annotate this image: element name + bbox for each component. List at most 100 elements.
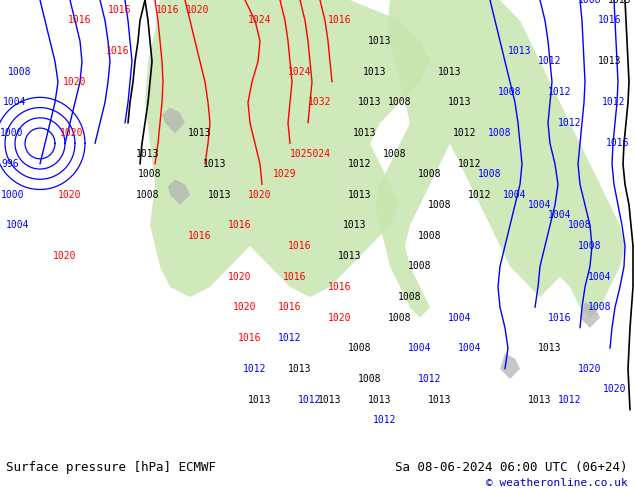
Text: 1013: 1013 <box>608 0 631 5</box>
Polygon shape <box>162 108 185 133</box>
Text: 1004: 1004 <box>448 313 472 322</box>
Text: 1013: 1013 <box>249 394 272 405</box>
Text: 1008: 1008 <box>138 169 162 179</box>
Text: 1016: 1016 <box>108 5 132 15</box>
Polygon shape <box>145 0 430 297</box>
Polygon shape <box>500 353 520 379</box>
Text: 1008: 1008 <box>398 292 422 302</box>
Text: 1024: 1024 <box>249 16 272 25</box>
Text: 1013: 1013 <box>428 394 452 405</box>
Text: 1004: 1004 <box>458 343 482 353</box>
Text: 1012: 1012 <box>538 56 562 67</box>
Text: 1008: 1008 <box>418 169 442 179</box>
Text: 1020: 1020 <box>603 384 627 394</box>
Text: 1012: 1012 <box>458 159 482 169</box>
Text: 1008: 1008 <box>478 169 501 179</box>
Text: 1013: 1013 <box>318 394 342 405</box>
Text: 1004: 1004 <box>6 220 30 230</box>
Text: 1016: 1016 <box>283 271 307 282</box>
Text: 1016: 1016 <box>238 333 262 343</box>
Text: 1032: 1032 <box>308 98 332 107</box>
Text: 1020: 1020 <box>60 128 84 138</box>
Text: 1020: 1020 <box>186 5 210 15</box>
Text: 1013: 1013 <box>508 46 532 56</box>
Text: 1013: 1013 <box>363 67 387 77</box>
Text: 1013: 1013 <box>598 56 622 67</box>
Text: 1012: 1012 <box>469 190 492 199</box>
Text: 1013: 1013 <box>438 67 462 77</box>
Text: 1013: 1013 <box>448 98 472 107</box>
Text: 996: 996 <box>1 159 19 169</box>
Text: 1008: 1008 <box>136 190 160 199</box>
Text: 1012: 1012 <box>373 415 397 425</box>
Text: 1013: 1013 <box>358 98 382 107</box>
Text: 1020: 1020 <box>53 251 77 261</box>
Text: 1020: 1020 <box>249 190 272 199</box>
Text: 1013: 1013 <box>353 128 377 138</box>
Text: 1012: 1012 <box>243 364 267 374</box>
Text: 1020: 1020 <box>228 271 252 282</box>
Text: 1012: 1012 <box>418 374 442 384</box>
Text: 1008: 1008 <box>388 98 411 107</box>
Text: 1020: 1020 <box>578 364 602 374</box>
Text: 1008: 1008 <box>358 374 382 384</box>
Text: 1008: 1008 <box>568 220 592 230</box>
Polygon shape <box>375 0 625 318</box>
Text: 1013: 1013 <box>348 190 372 199</box>
Text: 1013: 1013 <box>339 251 362 261</box>
Text: 1013: 1013 <box>538 343 562 353</box>
Text: 1013: 1013 <box>368 36 392 46</box>
Text: 1013: 1013 <box>528 394 552 405</box>
Text: 1008: 1008 <box>388 313 411 322</box>
Polygon shape <box>580 302 600 328</box>
Text: 1012: 1012 <box>559 394 582 405</box>
Text: 1013: 1013 <box>136 148 160 159</box>
Text: 1012: 1012 <box>298 394 321 405</box>
Text: 1020: 1020 <box>63 77 87 87</box>
Text: 1004: 1004 <box>548 210 572 220</box>
Text: 1016: 1016 <box>548 313 572 322</box>
Text: 1013: 1013 <box>204 159 227 169</box>
Text: 1016: 1016 <box>288 241 312 251</box>
Text: 1016: 1016 <box>107 46 130 56</box>
Text: 1013: 1013 <box>208 190 232 199</box>
Text: 1008: 1008 <box>418 231 442 241</box>
Text: 1024: 1024 <box>288 67 312 77</box>
Text: 1000: 1000 <box>1 190 25 199</box>
Text: 1008: 1008 <box>578 241 602 251</box>
Text: 1008: 1008 <box>578 0 602 5</box>
Text: 1012: 1012 <box>348 159 372 169</box>
Text: 1008: 1008 <box>428 200 452 210</box>
Text: 1016: 1016 <box>598 16 622 25</box>
Text: 1008: 1008 <box>8 67 32 77</box>
Text: Sa 08-06-2024 06:00 UTC (06+24): Sa 08-06-2024 06:00 UTC (06+24) <box>395 461 628 474</box>
Text: 1008: 1008 <box>408 261 432 271</box>
Text: 1013: 1013 <box>343 220 366 230</box>
Text: 1012: 1012 <box>548 87 572 97</box>
Text: 1004: 1004 <box>528 200 552 210</box>
Text: 1016: 1016 <box>328 282 352 292</box>
Text: 1004: 1004 <box>588 271 612 282</box>
Text: 1008: 1008 <box>488 128 512 138</box>
Text: 1016: 1016 <box>68 16 92 25</box>
Text: 1029: 1029 <box>273 169 297 179</box>
Text: 1008: 1008 <box>498 87 522 97</box>
Text: 1020: 1020 <box>233 302 257 312</box>
Text: 1013: 1013 <box>368 394 392 405</box>
Text: Surface pressure [hPa] ECMWF: Surface pressure [hPa] ECMWF <box>6 461 216 474</box>
Text: 1013: 1013 <box>188 128 212 138</box>
Polygon shape <box>168 179 190 205</box>
Text: 1012: 1012 <box>278 333 302 343</box>
Text: 1012: 1012 <box>559 118 582 128</box>
Text: 1016: 1016 <box>278 302 302 312</box>
Text: 1016: 1016 <box>328 16 352 25</box>
Text: 1016: 1016 <box>228 220 252 230</box>
Text: 1013: 1013 <box>288 364 312 374</box>
Text: 1004: 1004 <box>3 98 27 107</box>
Text: 1000: 1000 <box>0 128 23 138</box>
Text: 1016: 1016 <box>606 139 630 148</box>
Text: 1008: 1008 <box>383 148 407 159</box>
Text: 1008: 1008 <box>348 343 372 353</box>
Text: 1025024: 1025024 <box>290 148 330 159</box>
Text: © weatheronline.co.uk: © weatheronline.co.uk <box>486 478 628 488</box>
